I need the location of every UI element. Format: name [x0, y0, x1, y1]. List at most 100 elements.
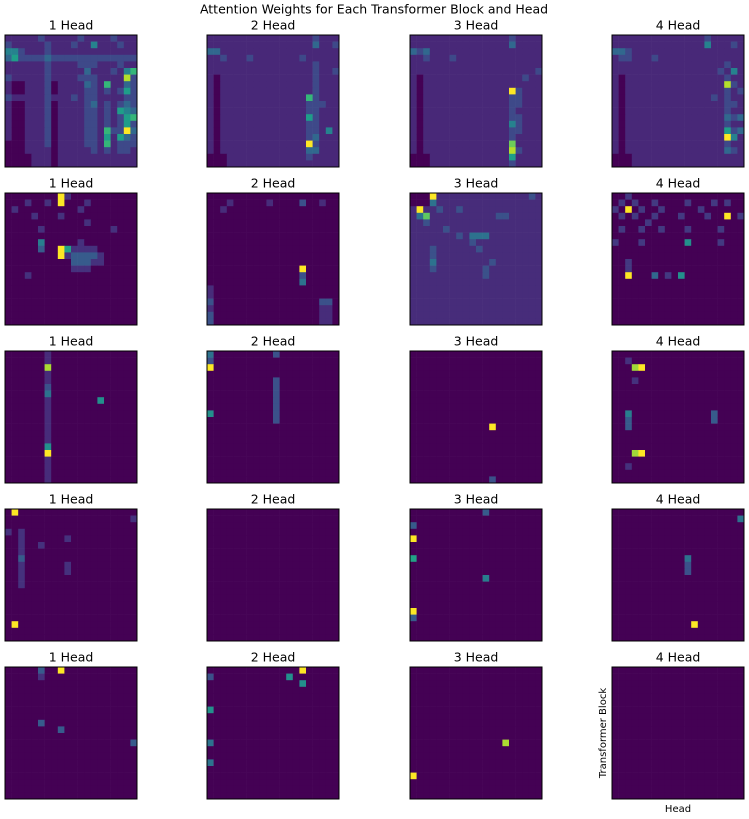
heatmap-cell [279, 239, 287, 247]
heatmap-cell [697, 252, 705, 260]
heatmap-cell [678, 443, 685, 451]
heatmap-cell [226, 245, 234, 253]
heatmap-cell [704, 265, 712, 273]
heatmap-cell [51, 153, 59, 161]
heatmap-cell [535, 443, 543, 451]
heatmap-cell [11, 410, 19, 418]
heatmap-cell [233, 140, 241, 148]
heatmap-cell [717, 384, 725, 391]
heatmap-cell [5, 311, 12, 319]
heatmap-cell [535, 265, 543, 273]
heatmap-cell [57, 87, 65, 95]
heatmap-cell [651, 212, 659, 220]
heatmap-cell [410, 199, 417, 207]
heatmap-cell [449, 120, 457, 128]
heatmap-cell [226, 417, 234, 424]
heatmap-cell [246, 134, 254, 141]
heatmap-cell [5, 219, 12, 227]
heatmap-cell [671, 199, 679, 207]
heatmap-cell [631, 35, 639, 42]
heatmap-cell [286, 81, 294, 89]
heatmap-cell [522, 134, 530, 141]
heatmap-cell [489, 469, 497, 477]
heatmap-cell [651, 285, 659, 293]
heatmap-cell [273, 463, 280, 471]
heatmap-cell [469, 410, 477, 418]
heatmap-cell [618, 292, 626, 299]
heatmap-cell [110, 515, 118, 523]
heatmap-cell [233, 219, 241, 227]
heatmap-cell [482, 272, 490, 280]
heatmap-cell [436, 35, 444, 42]
heatmap-cell [240, 450, 247, 457]
heatmap-cell [671, 226, 679, 233]
heatmap-cell [24, 403, 32, 411]
heatmap-cell [97, 377, 105, 385]
heatmap-cell [44, 469, 52, 477]
heatmap-cell [246, 456, 254, 464]
heatmap-cell [213, 114, 221, 122]
heatmap-cell [664, 272, 672, 280]
heatmap-cell [64, 94, 72, 102]
heatmap-cell [71, 41, 78, 49]
heatmap-cell [462, 370, 470, 378]
heatmap-cell [528, 259, 536, 266]
heatmap-cell [651, 463, 659, 471]
heatmap-cell [299, 107, 307, 115]
heatmap-cell [84, 199, 92, 207]
heatmap-cell [528, 423, 536, 431]
heatmap-cell [638, 456, 646, 464]
heatmap-cell [51, 311, 59, 319]
heatmap-cell [233, 81, 241, 89]
heatmap-cell [312, 311, 320, 319]
heatmap-cell [697, 476, 705, 484]
heatmap-cell [625, 311, 633, 319]
heatmap-cell [638, 74, 646, 82]
heatmap-cell [416, 278, 424, 286]
heatmap-cell [456, 272, 464, 280]
heatmap-cell [84, 305, 92, 313]
heatmap-cell [319, 81, 327, 89]
heatmap-cell [77, 120, 85, 128]
heatmap-cell [226, 397, 234, 405]
heatmap-cell [31, 528, 39, 536]
heatmap-cell [233, 127, 241, 135]
heatmap-cell [24, 147, 32, 155]
heatmap-cell [24, 397, 32, 405]
heatmap-cell [31, 134, 39, 141]
heatmap-cell [44, 245, 52, 253]
heatmap-cell [462, 245, 470, 253]
heatmap-cell [5, 535, 12, 543]
heatmap-cell [90, 212, 98, 220]
heatmap-cell [469, 469, 477, 477]
heatmap-cell [671, 87, 679, 95]
heatmap-cell [253, 357, 261, 365]
heatmap-cell [423, 377, 431, 385]
heatmap-cell [97, 272, 105, 280]
heatmap-cell [246, 463, 254, 471]
heatmap-cell [71, 450, 78, 457]
heatmap-cell [299, 390, 307, 398]
heatmap-cell [509, 252, 516, 260]
heatmap-cell [123, 160, 131, 168]
heatmap-cell [31, 278, 39, 286]
heatmap-cell [18, 298, 26, 306]
heatmap-cell [476, 265, 483, 273]
heatmap-cell [233, 226, 241, 233]
heatmap-cell [416, 423, 424, 431]
heatmap-cell [226, 87, 234, 95]
heatmap-cell [436, 87, 444, 95]
heatmap-cell [522, 259, 530, 266]
plot-frame [409, 192, 543, 326]
heatmap-cell [306, 127, 313, 135]
heatmap-cell [469, 35, 477, 42]
heatmap-cell [259, 390, 267, 398]
panel-title: 3 Head [454, 176, 499, 191]
heatmap-cell [535, 311, 543, 319]
heatmap-cell [253, 292, 261, 299]
heatmap-cell [44, 120, 52, 128]
heatmap-cell [618, 35, 626, 42]
heatmap-cell [44, 147, 52, 155]
heatmap-cell [312, 94, 320, 102]
heatmap-cell [625, 127, 633, 135]
